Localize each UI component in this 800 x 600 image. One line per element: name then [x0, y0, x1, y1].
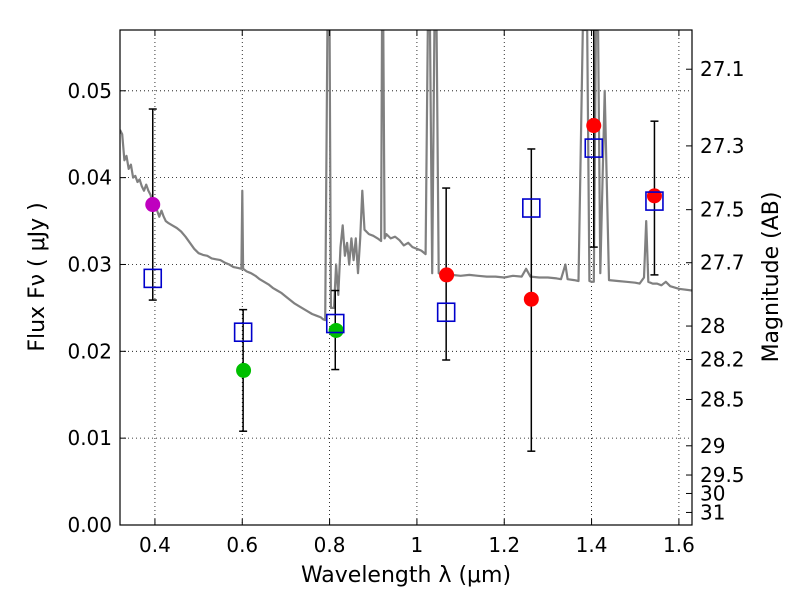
observed-point — [328, 322, 344, 338]
model-photometry-box — [522, 198, 541, 218]
y-tick-label: 0.04 — [67, 166, 112, 190]
magnitude-tick-label: 31 — [700, 500, 725, 524]
observed-point — [523, 291, 539, 307]
magnitude-tick-label: 28.5 — [700, 387, 745, 411]
x-tick-label: 1.2 — [488, 533, 520, 557]
observed-point — [439, 267, 455, 283]
y-axis-label: Flux Fν ( μJy ) — [25, 202, 50, 351]
y-tick-label: 0.00 — [67, 513, 112, 537]
magnitude-axis-label: Magnitude (AB) — [759, 192, 784, 363]
magnitude-tick-label: 30 — [700, 481, 725, 505]
x-tick-label: 0.4 — [139, 533, 171, 557]
model-photometry-box — [436, 302, 456, 323]
magnitude-tick-label: 29.5 — [700, 463, 745, 487]
x-axis-ticks: 0.4 0.6 0.8 1 1.2 1.4 1.6 — [139, 30, 695, 557]
magnitude-tick-label: 27.5 — [700, 198, 745, 222]
model-spectrum-group — [120, 30, 692, 322]
model-boxes — [143, 138, 664, 343]
plot-area — [120, 30, 692, 525]
y-axis-ticks: 0.00 0.01 0.02 0.03 0.04 0.05 — [67, 79, 126, 537]
observed-points — [145, 118, 662, 378]
y-tick-label: 0.03 — [67, 252, 112, 276]
observed-point — [145, 197, 161, 213]
x-tick-label: 0.6 — [226, 533, 258, 557]
magnitude-tick-label: 27.1 — [700, 57, 745, 81]
model-photometry-box — [584, 138, 604, 158]
x-tick-label: 1.4 — [576, 533, 608, 557]
magnitude-tick-label: 27.7 — [700, 251, 745, 275]
observed-point — [236, 362, 252, 378]
x-tick-label: 0.8 — [314, 533, 346, 557]
model-photometry-box — [325, 313, 345, 334]
magnitude-tick-label: 27.3 — [700, 134, 745, 158]
magnitude-tick-label: 29 — [700, 434, 725, 458]
x-tick-label: 1.6 — [663, 533, 695, 557]
observed-point — [646, 188, 662, 204]
observed-point — [586, 118, 602, 134]
model-photometry-box — [143, 268, 163, 289]
y-tick-label: 0.02 — [67, 339, 112, 363]
plot-frame — [119, 29, 693, 526]
x-axis-label: Wavelength λ (μm) — [301, 563, 511, 588]
y-tick-label: 0.05 — [67, 79, 112, 103]
model-photometry-box — [645, 191, 664, 211]
magnitude-tick-label: 28.2 — [700, 348, 745, 372]
model-spectrum-line — [120, 30, 692, 322]
model-photometry-box — [233, 322, 253, 343]
x-tick-label: 1 — [411, 533, 424, 557]
magnitude-tick-label: 28 — [700, 314, 725, 338]
y-tick-label: 0.01 — [67, 426, 112, 450]
